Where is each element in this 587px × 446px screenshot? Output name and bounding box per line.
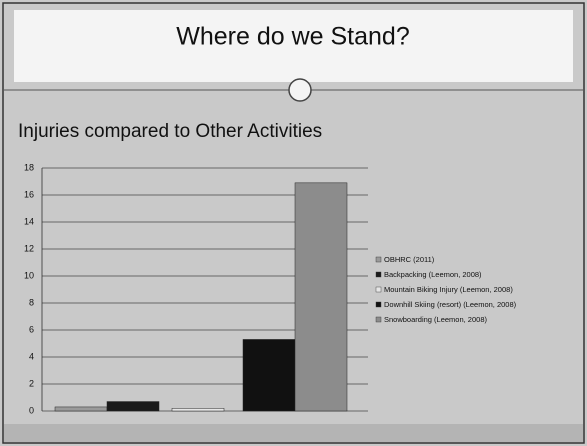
y-tick-label: 2: [29, 378, 34, 388]
legend-label: Backpacking (Leemon, 2008): [384, 270, 482, 279]
bar: [171, 408, 225, 412]
bar: [106, 401, 160, 412]
chart-title: Injuries compared to Other Activities: [18, 121, 322, 142]
legend-label: Mountain Biking Injury (Leemon, 2008): [384, 285, 513, 294]
y-tick-label: 6: [29, 324, 34, 334]
legend-swatch: [375, 271, 382, 278]
y-tick-label: 18: [24, 162, 34, 172]
legend-label: Snowboarding (Leemon, 2008): [384, 315, 487, 324]
y-tick-label: 10: [24, 270, 34, 280]
legend-label: Downhill Skiing (resort) (Leemon, 2008): [384, 300, 517, 309]
bar: [54, 406, 108, 412]
y-tick-label: 14: [24, 216, 34, 226]
slide-title: Where do we Stand?: [176, 23, 409, 51]
bar: [242, 339, 296, 412]
divider-ornament: [288, 78, 312, 102]
y-tick-label: 12: [24, 243, 34, 253]
title-box: [14, 10, 573, 82]
legend-swatch: [375, 286, 382, 293]
legend-swatch: [375, 256, 382, 263]
footer-band: [4, 424, 583, 442]
bar: [294, 182, 348, 412]
legend-swatch: [375, 301, 382, 308]
y-tick-label: 8: [29, 297, 34, 307]
y-tick-label: 16: [24, 189, 34, 199]
legend-label: OBHRC (2011): [384, 255, 435, 264]
y-tick-label: 4: [29, 351, 34, 361]
y-tick-label: 0: [29, 405, 34, 415]
legend-swatch: [375, 316, 382, 323]
